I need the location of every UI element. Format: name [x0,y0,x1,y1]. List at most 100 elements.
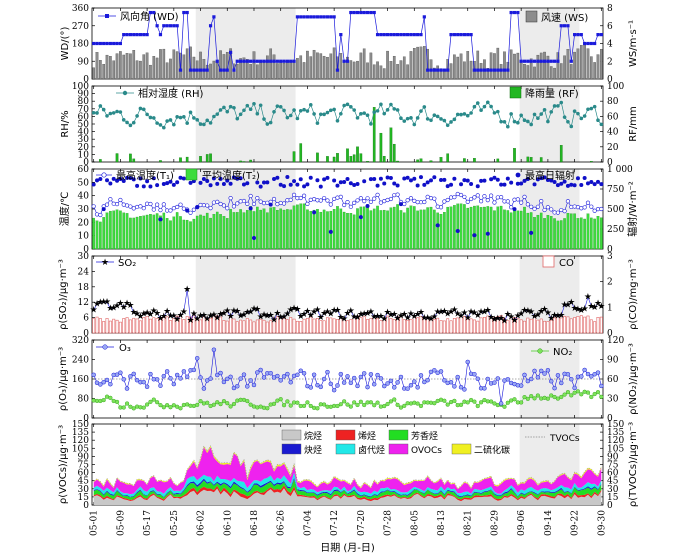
o3-marker [371,381,377,387]
rh-marker [439,117,443,121]
t1-marker [265,200,270,205]
radiation-point [482,178,487,183]
t2-bar [99,221,102,250]
x-tick-label: 09-06 [517,510,527,536]
t2-bar [152,214,156,250]
t1-marker [358,196,363,201]
ws-bar [145,52,149,80]
radiation-point [562,179,567,184]
ws-bar [476,50,480,80]
ws-bar [312,49,316,80]
so2-marker: ★ [277,313,285,323]
so2-marker: ★ [541,305,549,315]
so2-marker: ★ [243,308,251,318]
t1-marker [445,197,450,203]
y-tick-label-left: 45 [78,477,90,487]
so2-marker: ★ [287,306,295,316]
wd-marker [135,33,139,37]
o3-marker [492,380,497,385]
radiation-point [585,181,590,186]
no2-marker [445,402,450,407]
co-bar [349,319,353,334]
o3-marker [255,370,260,375]
wd-marker [389,33,393,37]
rf-bar [416,159,419,163]
t2-bar [556,220,560,250]
o3-marker [328,381,334,387]
no2-marker [475,403,480,409]
so2-marker: ★ [143,308,151,318]
t1-marker [368,199,373,204]
y-tick-label-left: 30 [78,205,90,215]
t2-bar [389,207,393,250]
co-bar [249,319,253,334]
t1-marker [522,194,527,199]
ws-bar [589,56,593,80]
co-bar [559,317,563,334]
rh-marker [252,101,256,106]
radiation-point [418,175,423,180]
ws-bar [139,60,142,80]
rf-bar [589,161,593,163]
t2-bar [569,213,573,250]
no2-marker [108,395,113,400]
radiation-point [282,184,287,189]
radiation-point [452,176,457,181]
t1-marker [328,202,333,207]
wd-marker [255,59,259,63]
t2-bar [272,207,276,250]
rh-marker [375,109,380,113]
ws-bar [209,63,212,80]
y-tick-label-right: 60 [607,375,619,385]
wd-marker [406,33,410,37]
wd-marker [245,59,249,63]
t2-bar [590,217,593,250]
co-bar [289,317,293,334]
so2-marker: ★ [103,298,111,308]
t2-bar [115,209,119,250]
t2-bar [215,211,219,250]
radiation-point [362,179,367,184]
rh-marker [469,111,473,115]
o3-marker [522,372,527,378]
y-tick-label-right: 150 [607,420,624,430]
rh-marker [212,114,216,119]
radiation-point [128,176,133,181]
radiation-point [225,178,230,183]
radiation-point [485,231,490,236]
wd-marker [242,59,246,63]
co-bar [379,320,383,334]
t2-bar [469,206,473,250]
o3-marker [161,373,167,379]
no2-marker [285,399,290,404]
so2-marker: ★ [313,306,321,316]
ws-bar [189,46,192,80]
legend-label-t2: 平均温度(T₂) [202,169,260,182]
o3-marker [228,374,233,380]
vocs-area-4 [93,472,602,497]
t1-marker [435,204,440,209]
rh-marker [472,104,477,109]
so2-marker: ★ [447,307,455,317]
ws-bar [399,60,403,80]
wd-marker [589,41,593,46]
co-bar [299,321,303,334]
so2-marker: ★ [554,311,562,321]
wd-marker [192,68,196,72]
t2-bar [256,206,259,250]
t1-marker [201,203,206,208]
co-bar [125,317,129,334]
wd-marker [202,68,206,72]
legend-swatch-vocs-3 [281,443,302,455]
rh-marker [98,104,103,108]
so2-marker: ★ [267,311,275,321]
rh-marker [492,111,497,115]
wd-marker [218,68,223,72]
co-bar [295,320,299,334]
radiation-point [388,176,393,181]
no2-marker [539,396,544,401]
co-bar [366,319,370,334]
legend-swatch-ws [525,10,538,23]
t1-marker [465,199,470,204]
rh-marker [91,110,96,115]
